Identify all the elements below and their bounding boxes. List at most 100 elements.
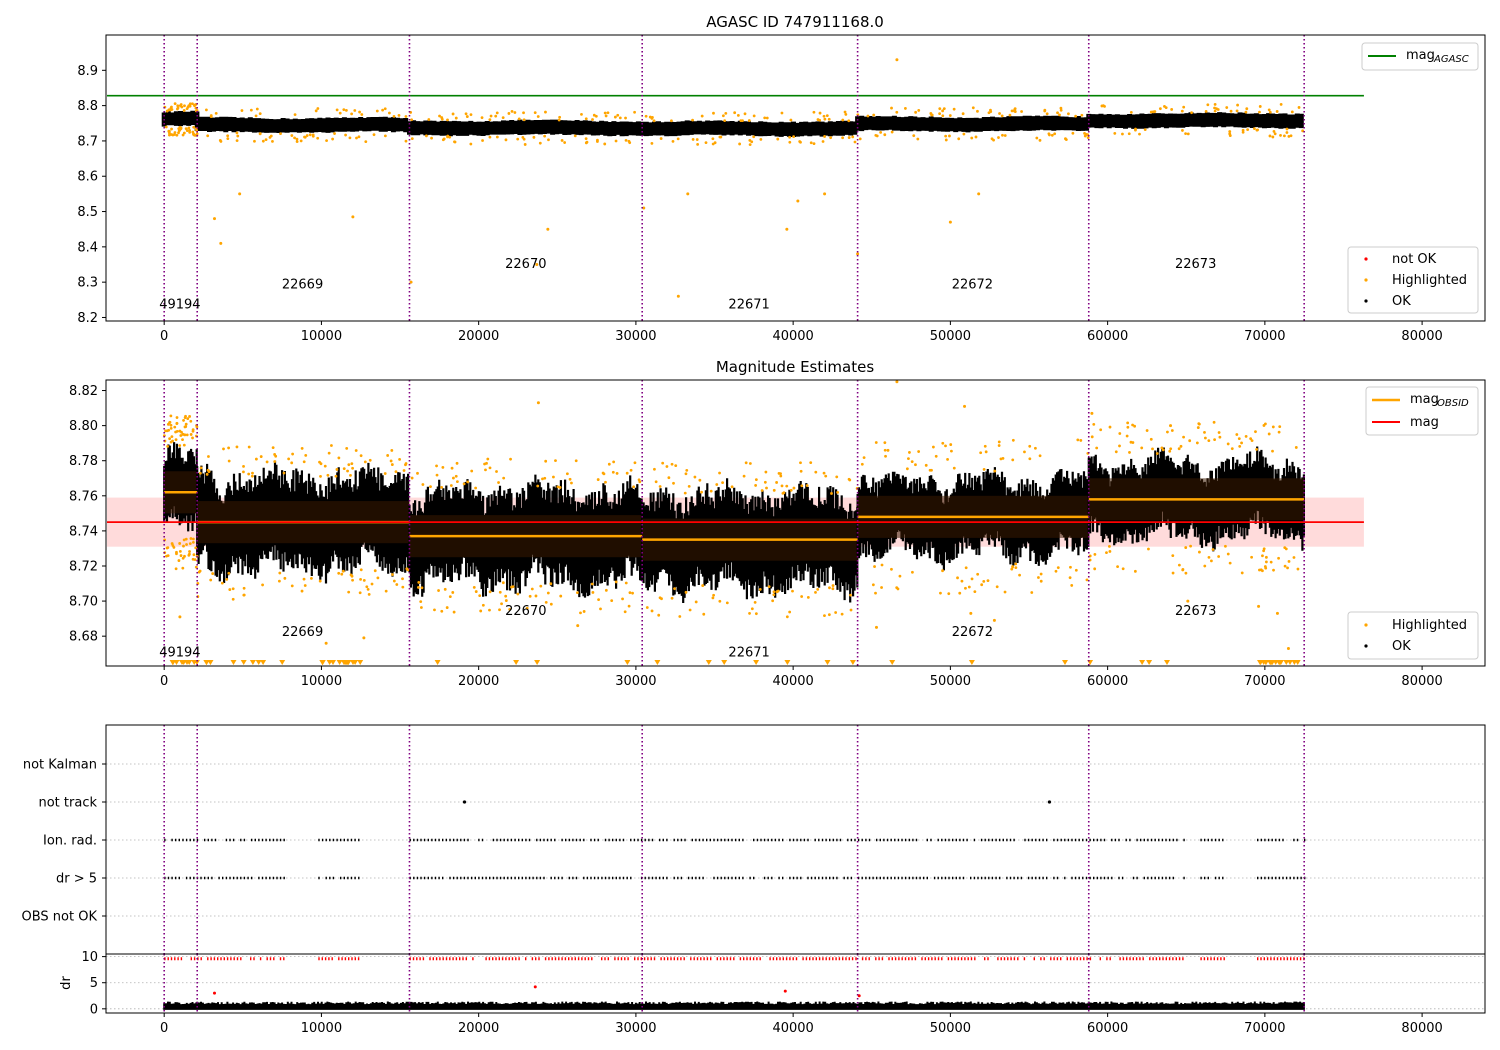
highlighted-point (1285, 127, 1289, 131)
highlighted-point (206, 134, 210, 138)
panel2-data-layer: 49194 22669 22670 22671 22672 22673 0 10000 2000… (69, 380, 1443, 689)
highlighted-point (205, 472, 209, 476)
x-tick-label: 50000 (930, 1021, 971, 1036)
highlighted-point (1268, 134, 1272, 138)
highlighted-point (358, 591, 362, 595)
x-tick-label: 20000 (458, 1021, 499, 1036)
highlighted-point (187, 126, 191, 130)
highlighted-point (394, 470, 398, 474)
highlighted-point (816, 587, 820, 591)
panel3-data-layer: not Kalman not track Ion. rad. dr > 5 OBS no… (22, 725, 1485, 954)
highlighted-point (694, 600, 698, 604)
highlighted-point (658, 596, 662, 600)
highlighted-point (576, 591, 579, 595)
highlighted-point (738, 142, 742, 146)
highlighted-point (183, 416, 187, 420)
highlighted-point (835, 475, 839, 479)
highlighted-point (723, 119, 727, 123)
y-tick-label: 8.4 (77, 240, 98, 255)
highlighted-point (451, 112, 455, 116)
highlighted-point (779, 474, 783, 478)
highlighted-point (179, 103, 183, 106)
highlighted-point (873, 565, 876, 568)
highlighted-point (370, 582, 374, 586)
highlighted-point (711, 596, 715, 600)
highlighted-point (254, 457, 258, 461)
highlighted-point (1127, 132, 1131, 136)
highlighted-point (1079, 439, 1083, 442)
highlighted-point (1001, 133, 1004, 137)
highlighted-point (654, 480, 658, 484)
highlighted-point (736, 114, 740, 117)
highlighted-point (823, 117, 827, 121)
y-tick-label: 8.9 (77, 64, 98, 79)
highlighted-point (828, 586, 831, 590)
highlighted-point (255, 107, 259, 111)
highlighted-point (558, 115, 562, 119)
highlighted-point (1045, 112, 1049, 116)
highlighted-outlier (948, 220, 952, 224)
highlighted-point (573, 134, 577, 138)
highlighted-point (417, 586, 420, 589)
x-tick-label: 0 (160, 674, 168, 689)
highlighted-point (188, 130, 192, 134)
highlighted-point (290, 584, 294, 588)
highlighted-point (546, 591, 550, 595)
highlighted-point (401, 577, 404, 581)
highlighted-point (557, 118, 561, 122)
highlighted-point (386, 454, 390, 457)
highlighted-point (997, 440, 1001, 444)
x-tick-label: 40000 (772, 674, 813, 689)
highlighted-point (501, 116, 505, 120)
highlighted-point (1235, 433, 1239, 436)
highlighted-point (633, 110, 636, 114)
y-tick-label: 8.76 (69, 489, 98, 504)
y-tick-label: 8.74 (69, 524, 98, 539)
highlighted-point (1283, 564, 1287, 568)
highlighted-point (834, 611, 838, 614)
legend-sub-obsid: OBSID (1437, 398, 1469, 409)
highlighted-point (580, 112, 583, 116)
highlighted-point (1292, 556, 1296, 559)
highlighted-point (261, 139, 265, 143)
highlighted-point (1261, 554, 1264, 558)
highlighted-point (822, 471, 826, 475)
highlighted-point (168, 437, 172, 441)
highlighted-point (474, 590, 478, 593)
panel1-title: AGASC ID 747911168.0 (706, 13, 884, 31)
highlighted-point (360, 113, 364, 116)
highlighted-point (997, 136, 1000, 139)
highlighted-point (469, 142, 473, 146)
highlighted-point (956, 576, 959, 580)
highlighted-point (337, 456, 341, 460)
highlighted-point (721, 114, 725, 118)
highlighted-point (724, 112, 728, 115)
highlighted-point (392, 579, 396, 583)
highlighted-outlier (219, 241, 223, 245)
highlighted-point (176, 104, 180, 108)
highlighted-point (961, 112, 965, 116)
highlighted-outlier (796, 199, 800, 203)
highlighted-point (753, 601, 757, 604)
highlighted-point (165, 554, 168, 558)
highlighted-point (430, 136, 433, 140)
highlighted-point (1068, 576, 1072, 580)
highlighted-point (814, 470, 818, 474)
highlighted-point (772, 593, 776, 597)
highlighted-point (1258, 110, 1261, 114)
highlighted-point (350, 112, 354, 116)
highlighted-point (273, 453, 277, 456)
highlighted-point (1180, 109, 1184, 113)
highlighted-point (905, 467, 909, 471)
highlighted-point (624, 116, 627, 120)
highlighted-point (895, 586, 899, 590)
obsid-label: 22672 (952, 278, 993, 293)
highlighted-point (930, 113, 934, 117)
highlighted-point (1103, 104, 1106, 108)
panel1-data-layer: 49194 22669 22670 22671 22672 22673 0 10000 2000… (77, 35, 1443, 344)
highlighted-point (341, 569, 345, 573)
y-tick-label: 8.5 (77, 205, 98, 220)
highlighted-point (1271, 425, 1275, 429)
panel4-frame (105, 953, 1486, 1014)
highlighted-point (754, 478, 758, 482)
